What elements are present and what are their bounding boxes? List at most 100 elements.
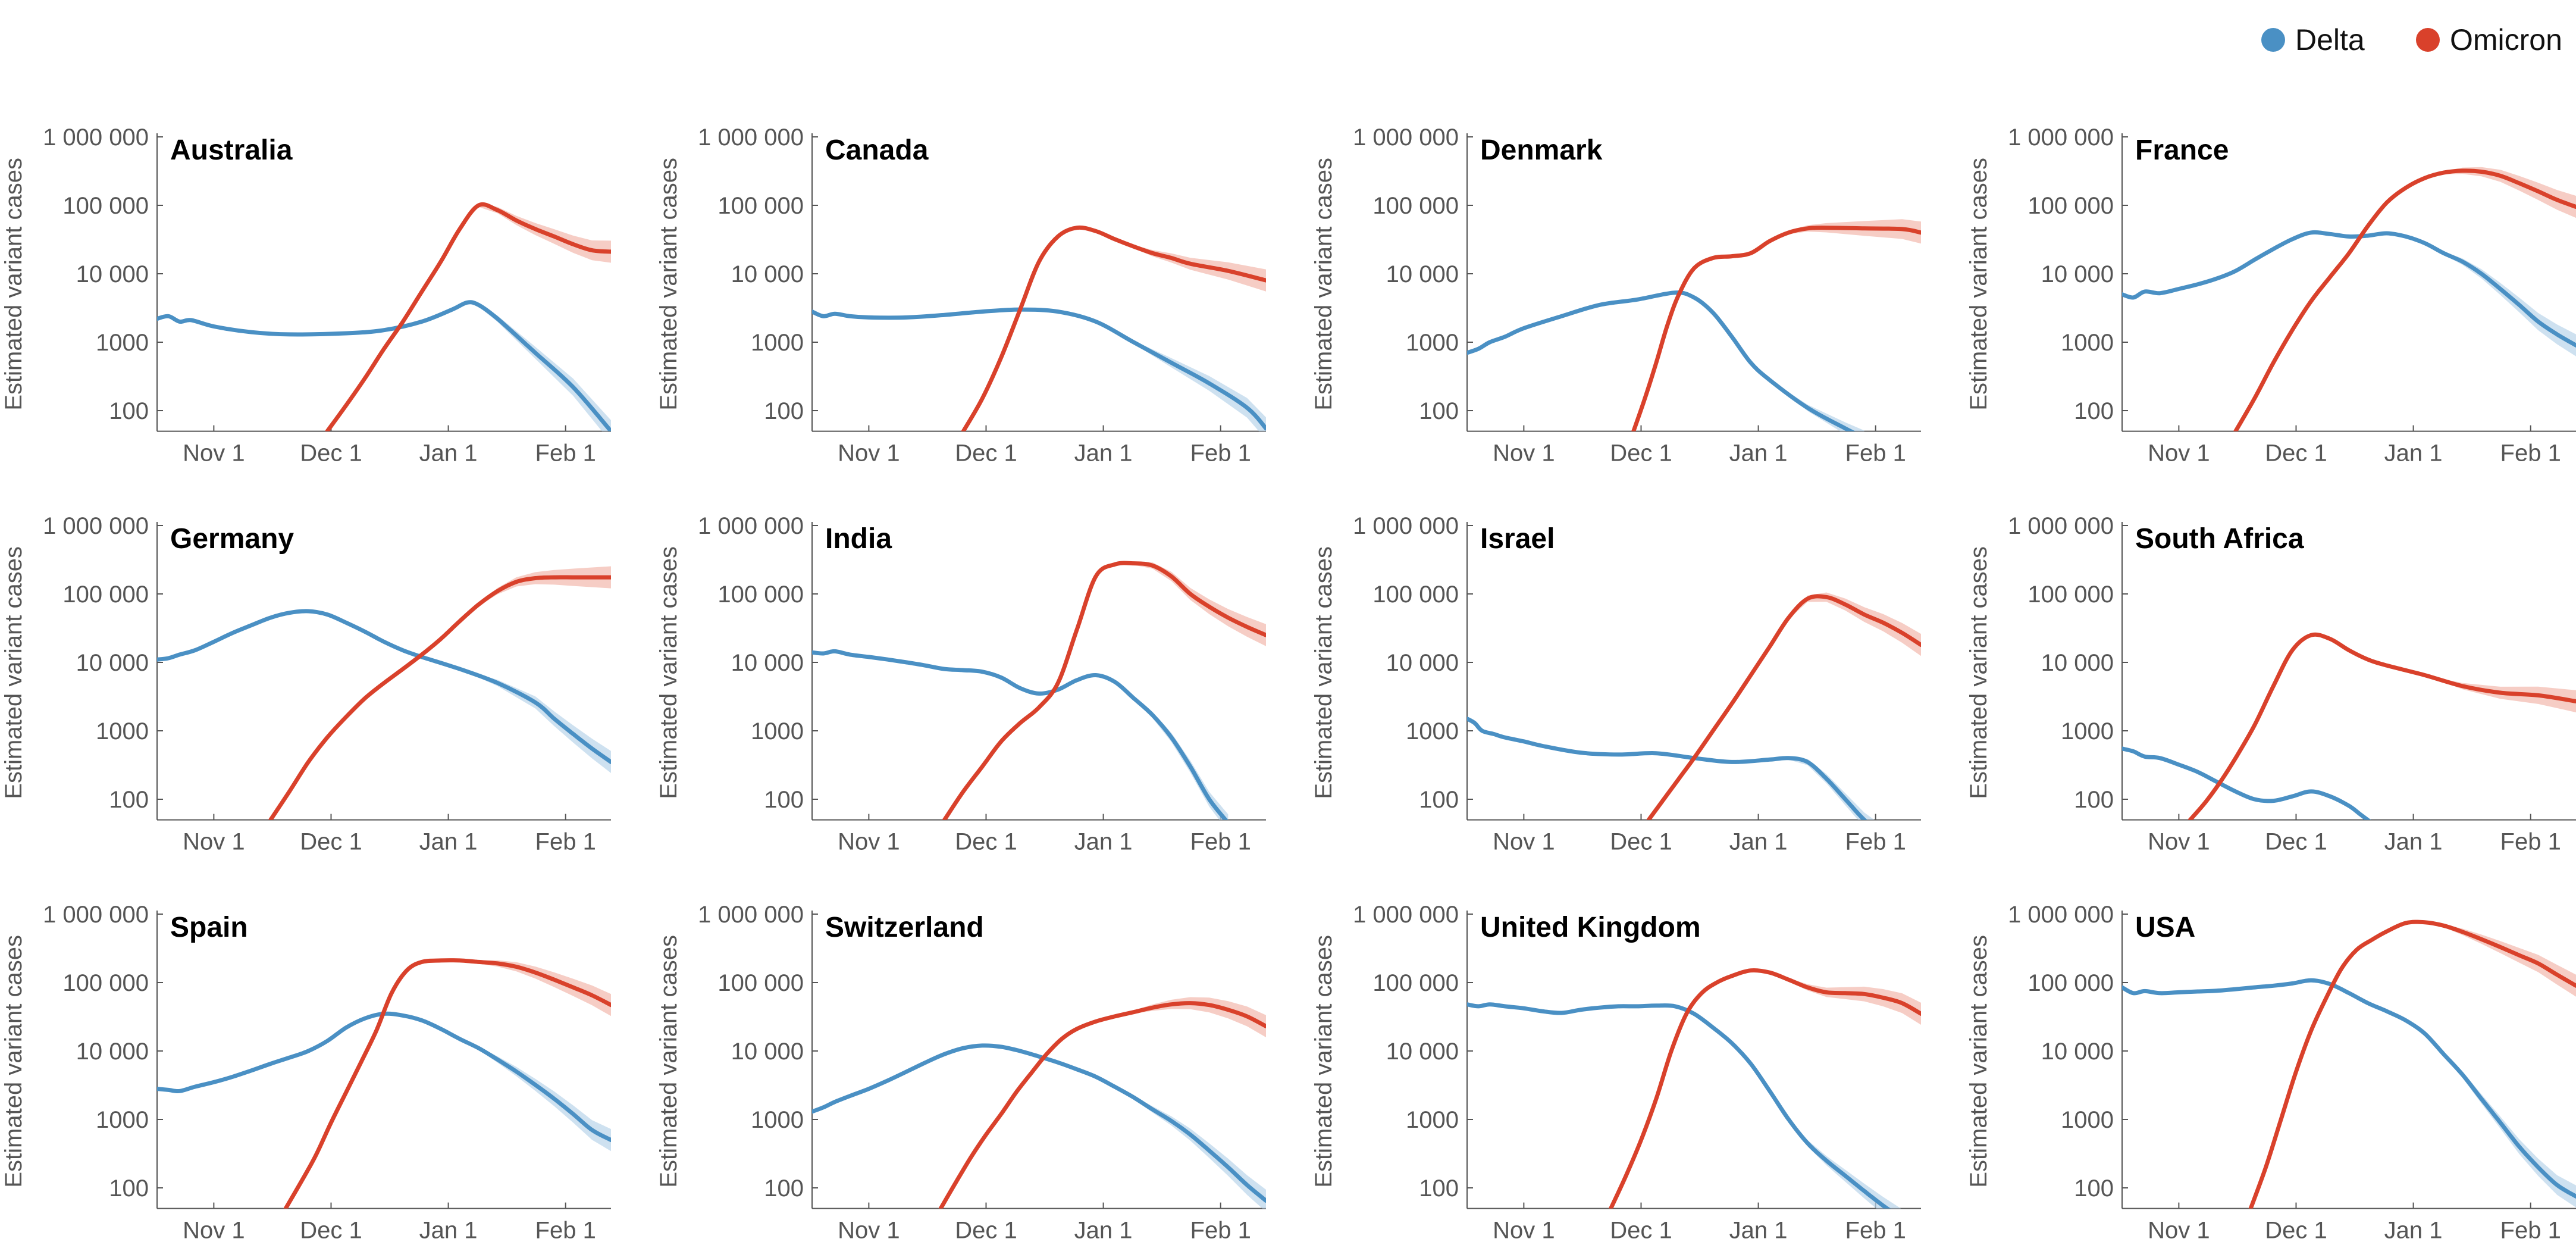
y-tick-label: 100 000 bbox=[1372, 970, 1459, 996]
x-tick-label: Dec 1 bbox=[2265, 440, 2327, 467]
panel-title: Denmark bbox=[1480, 134, 1603, 166]
omicron-confidence-band bbox=[286, 960, 611, 1209]
legend-omicron-label: Omicron bbox=[2450, 23, 2562, 57]
y-tick-label: 1000 bbox=[96, 718, 149, 745]
plot-area bbox=[157, 202, 611, 431]
x-tick-label: Jan 1 bbox=[1074, 829, 1133, 855]
omicron-series-line bbox=[942, 561, 1266, 820]
y-tick-label: 100 000 bbox=[717, 581, 804, 608]
legend-delta-marker bbox=[2261, 28, 2285, 52]
y-axis-title: Estimated variant cases bbox=[1, 935, 27, 1188]
y-tick-label: 100 bbox=[764, 1175, 804, 1202]
delta-series-line bbox=[1467, 717, 1867, 820]
y-axis-title: Estimated variant cases bbox=[1966, 158, 1992, 411]
y-tick-label: 100 bbox=[764, 787, 804, 813]
y-axis-title: Estimated variant cases bbox=[1966, 546, 1992, 799]
x-tick-label: Nov 1 bbox=[2148, 440, 2210, 467]
panel-south-africa: 100 1000 10 000 100 000 1 000 000 Nov 1 Dec 1 J… bbox=[1966, 513, 2576, 855]
y-tick-label: 100 000 bbox=[62, 581, 149, 608]
panel-title: Germany bbox=[170, 523, 294, 555]
y-tick-label: 10 000 bbox=[1386, 650, 1459, 676]
delta-confidence-band bbox=[157, 1013, 611, 1152]
panel-title: United Kingdom bbox=[1480, 912, 1701, 943]
panel-spain: 100 1000 10 000 100 000 1 000 000 Nov 1 Dec 1 J… bbox=[1, 902, 611, 1244]
legend: Delta Omicron bbox=[2261, 23, 2562, 57]
y-tick-label: 100 bbox=[764, 398, 804, 424]
y-tick-label: 1 000 000 bbox=[1353, 124, 1459, 151]
legend-omicron-marker bbox=[2416, 28, 2440, 52]
y-tick-label: 10 000 bbox=[76, 650, 149, 676]
y-axis-title: Estimated variant cases bbox=[1311, 935, 1337, 1188]
plot-area bbox=[1467, 592, 1921, 820]
x-tick-label: Jan 1 bbox=[419, 1218, 478, 1244]
panel-title: Israel bbox=[1480, 523, 1555, 555]
x-tick-label: Jan 1 bbox=[1729, 440, 1788, 467]
x-tick-label: Feb 1 bbox=[2500, 1218, 2561, 1244]
y-tick-label: 100 bbox=[109, 787, 149, 813]
y-tick-label: 1000 bbox=[2061, 1107, 2114, 1133]
y-tick-label: 100 bbox=[2074, 787, 2114, 813]
x-tick-label: Nov 1 bbox=[183, 1218, 245, 1244]
omicron-confidence-band bbox=[1633, 219, 1921, 431]
y-tick-label: 10 000 bbox=[2041, 650, 2114, 676]
panel-germany: 100 1000 10 000 100 000 1 000 000 Nov 1 Dec 1 J… bbox=[1, 513, 611, 855]
x-tick-label: Dec 1 bbox=[955, 1218, 1017, 1244]
panel-usa: 100 1000 10 000 100 000 1 000 000 Nov 1 Dec 1 J… bbox=[1966, 902, 2576, 1244]
omicron-confidence-band bbox=[327, 204, 611, 431]
y-tick-label: 100 bbox=[2074, 398, 2114, 424]
x-tick-label: Nov 1 bbox=[183, 829, 245, 855]
y-tick-label: 1000 bbox=[2061, 330, 2114, 356]
y-axis-title: Estimated variant cases bbox=[1966, 935, 1992, 1188]
y-tick-label: 1 000 000 bbox=[2008, 902, 2114, 928]
delta-confidence-band bbox=[157, 302, 611, 431]
panel-france: 100 1000 10 000 100 000 1 000 000 Nov 1 Dec 1 J… bbox=[1966, 124, 2576, 467]
delta-confidence-band bbox=[812, 1045, 1266, 1209]
x-tick-label: Dec 1 bbox=[300, 440, 362, 467]
x-tick-label: Jan 1 bbox=[2384, 829, 2443, 855]
panel-india: 100 1000 10 000 100 000 1 000 000 Nov 1 Dec 1 J… bbox=[656, 513, 1266, 855]
x-tick-label: Nov 1 bbox=[2148, 1218, 2210, 1244]
y-tick-label: 1000 bbox=[751, 330, 804, 356]
delta-confidence-band bbox=[2122, 980, 2576, 1208]
y-tick-label: 100 bbox=[1419, 398, 1459, 424]
x-tick-label: Dec 1 bbox=[1610, 1218, 1672, 1244]
y-tick-label: 100 bbox=[109, 1175, 149, 1202]
omicron-series-line bbox=[1631, 226, 1921, 431]
panel-title: Switzerland bbox=[825, 912, 984, 943]
plot-area bbox=[812, 225, 1266, 431]
x-tick-label: Feb 1 bbox=[1845, 1218, 1906, 1244]
x-tick-label: Dec 1 bbox=[1610, 829, 1672, 855]
plot-area bbox=[2122, 919, 2576, 1209]
y-axis-title: Estimated variant cases bbox=[656, 546, 682, 799]
plot-area bbox=[157, 958, 611, 1209]
y-tick-label: 10 000 bbox=[731, 1038, 804, 1065]
panel-title: France bbox=[2135, 134, 2229, 166]
delta-series-line bbox=[157, 300, 611, 431]
panel-title: USA bbox=[2135, 912, 2195, 943]
x-tick-label: Dec 1 bbox=[2265, 1218, 2327, 1244]
x-tick-label: Nov 1 bbox=[838, 1218, 900, 1244]
y-tick-label: 100 000 bbox=[1372, 581, 1459, 608]
delta-series-line bbox=[157, 1011, 611, 1143]
omicron-series-line bbox=[325, 202, 611, 431]
y-tick-label: 1 000 000 bbox=[43, 902, 149, 928]
x-tick-label: Nov 1 bbox=[2148, 829, 2210, 855]
x-tick-label: Feb 1 bbox=[1190, 440, 1251, 467]
y-tick-label: 1 000 000 bbox=[2008, 124, 2114, 151]
omicron-confidence-band bbox=[2235, 167, 2576, 431]
x-tick-label: Dec 1 bbox=[2265, 829, 2327, 855]
y-tick-label: 10 000 bbox=[76, 261, 149, 287]
x-tick-label: Feb 1 bbox=[535, 440, 596, 467]
delta-series-line bbox=[812, 307, 1266, 431]
x-tick-label: Nov 1 bbox=[1493, 440, 1555, 467]
panel-israel: 100 1000 10 000 100 000 1 000 000 Nov 1 Dec 1 J… bbox=[1311, 513, 1921, 855]
plot-area bbox=[812, 561, 1266, 820]
delta-series-line bbox=[812, 649, 1229, 820]
x-tick-label: Jan 1 bbox=[1729, 1218, 1788, 1244]
y-tick-label: 100 bbox=[2074, 1175, 2114, 1202]
y-tick-label: 100 000 bbox=[2027, 193, 2114, 219]
x-tick-label: Dec 1 bbox=[300, 1218, 362, 1244]
y-tick-label: 1 000 000 bbox=[698, 124, 804, 151]
y-tick-label: 1000 bbox=[1406, 330, 1459, 356]
omicron-series-line bbox=[2233, 168, 2576, 431]
